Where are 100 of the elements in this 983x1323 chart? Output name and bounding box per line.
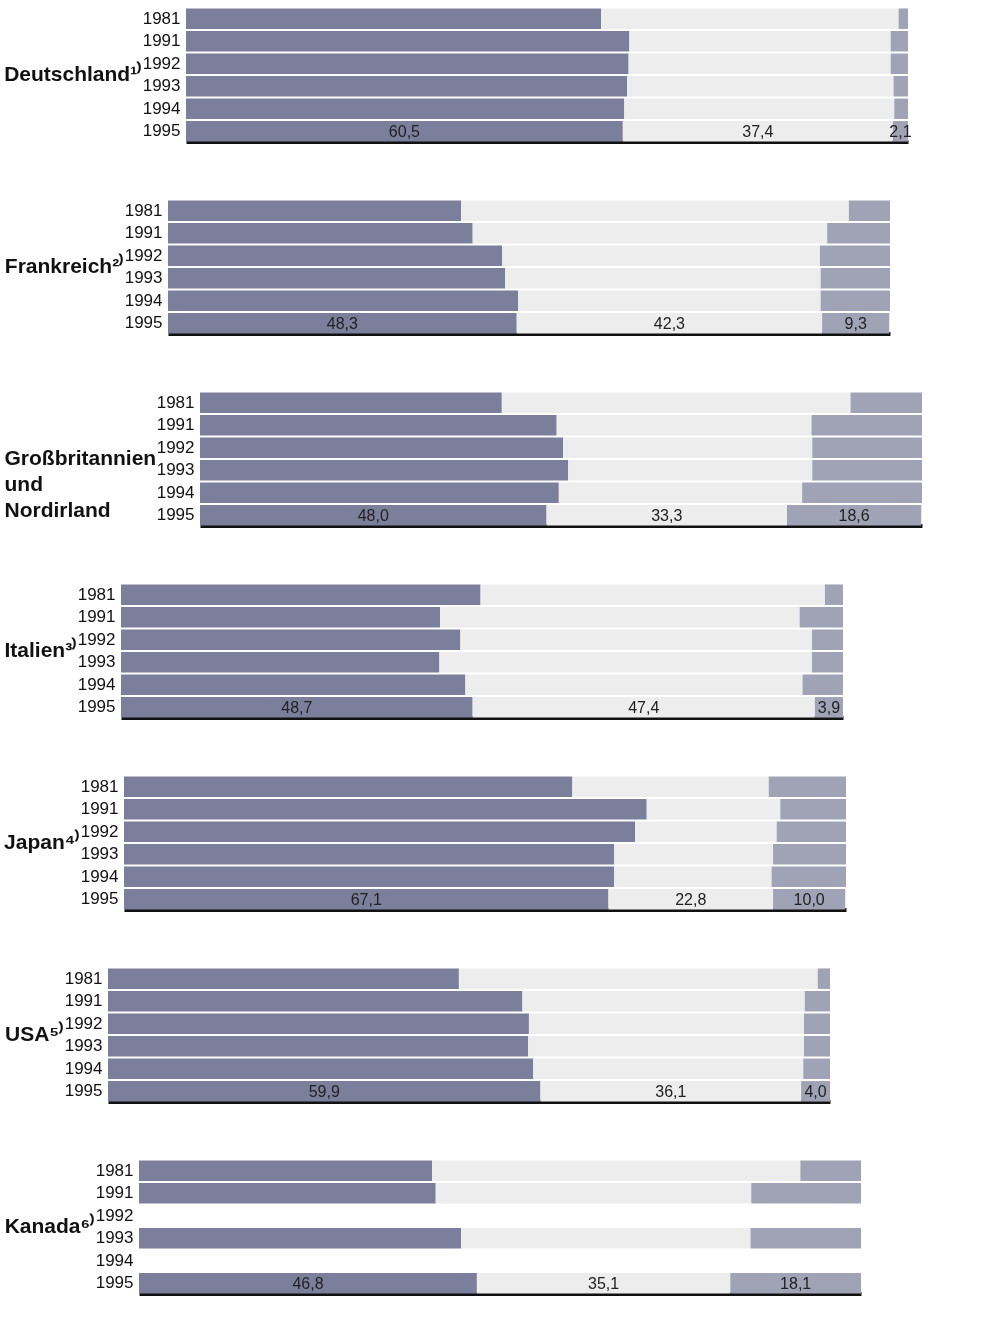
bar (533, 1058, 804, 1080)
bar (124, 821, 636, 842)
y-tick-label: 1991 (80, 799, 119, 819)
bar (472, 222, 828, 244)
bar (608, 889, 774, 910)
bar (780, 798, 846, 820)
bar (200, 437, 564, 458)
y-tick-label: 1994 (124, 290, 163, 310)
bar (108, 1058, 534, 1080)
y-tick-label: 1993 (142, 76, 181, 96)
bar (628, 53, 891, 74)
bar (108, 1013, 529, 1034)
bar (890, 30, 908, 52)
text: Italien³⁾ (4, 637, 78, 661)
text: Frankreich²⁾ (4, 253, 125, 277)
bar (646, 798, 781, 820)
bar (820, 290, 890, 312)
bar (768, 776, 846, 797)
bar (501, 392, 851, 413)
data-label: 48,7 (281, 699, 313, 717)
y-tick-label: 1992 (95, 1205, 134, 1225)
bar (563, 437, 813, 458)
bar (121, 652, 440, 673)
y-tick-label: 1993 (124, 268, 163, 288)
y-tick-label: 1995 (142, 121, 181, 141)
bar (730, 1273, 861, 1294)
bar (528, 1013, 805, 1034)
data-label: 35,1 (588, 1275, 620, 1293)
bar (480, 584, 825, 605)
data-label: 46,8 (292, 1275, 324, 1293)
data-label: 60,5 (388, 123, 421, 141)
bar (186, 8, 602, 29)
y-tick-label: 1993 (80, 844, 119, 864)
data-label: 33,3 (651, 507, 683, 525)
y-tick-label: 1995 (77, 697, 116, 717)
y-tick-label: 1995 (124, 313, 163, 333)
data-label: 18,1 (780, 1275, 812, 1293)
bar (773, 889, 846, 910)
y-tick-label: 1992 (64, 1013, 103, 1033)
text: Großbritannien und Nordirland (4, 446, 157, 521)
bar (894, 98, 908, 120)
data-label: 67,1 (350, 891, 382, 909)
y-tick-label: 1993 (77, 652, 116, 672)
y-tick-label: 1995 (80, 889, 119, 909)
text: USA⁵⁾ (4, 1021, 65, 1045)
y-tick-label: 1994 (80, 866, 119, 886)
bar (460, 629, 812, 650)
bar (773, 844, 846, 865)
y-tick-label: 1995 (95, 1273, 134, 1293)
bar (812, 437, 922, 458)
bar (893, 76, 908, 97)
bar (522, 990, 805, 1012)
bar (458, 968, 818, 989)
bar (802, 674, 843, 696)
bar (124, 776, 573, 797)
bar (168, 200, 462, 221)
bar (121, 606, 441, 628)
y-tick-label: 1991 (124, 223, 163, 243)
bar (461, 200, 849, 221)
bar (811, 629, 843, 650)
bar (627, 76, 894, 97)
bar (168, 268, 506, 289)
bar (121, 674, 466, 696)
bar (799, 606, 843, 628)
y-tick-label: 1995 (64, 1081, 103, 1101)
bar (786, 505, 922, 526)
y-tick-label: 1981 (142, 8, 181, 28)
y-tick-label: 1993 (156, 460, 195, 480)
bar (817, 968, 830, 989)
bar (811, 652, 843, 673)
y-tick-label: 1991 (64, 991, 103, 1011)
bar (505, 268, 821, 289)
bar (820, 268, 890, 289)
y-tick-label: 1992 (142, 53, 181, 73)
bar (186, 30, 630, 52)
bar (624, 98, 895, 120)
bar (108, 1036, 529, 1057)
bar (108, 968, 459, 989)
bar (518, 290, 821, 312)
y-tick-label: 1994 (95, 1250, 134, 1270)
data-label: 18,6 (838, 507, 870, 525)
data-label: 9,3 (844, 315, 867, 333)
data-label: 3,9 (817, 699, 841, 717)
bar (750, 1228, 861, 1249)
y-tick-label: 1981 (80, 776, 119, 796)
y-tick-label: 1993 (64, 1036, 103, 1056)
bar (804, 990, 830, 1012)
bar (139, 1182, 436, 1204)
y-tick-label: 1992 (77, 629, 116, 649)
y-tick-label: 1992 (80, 821, 119, 841)
y-tick-label: 1981 (77, 584, 116, 604)
bar (200, 414, 557, 436)
bar (898, 8, 908, 29)
y-tick-label: 1994 (64, 1058, 103, 1078)
bar (890, 53, 908, 74)
bar (827, 222, 890, 244)
bar (804, 1013, 830, 1034)
bar (572, 776, 769, 797)
bar (502, 245, 820, 266)
data-label: 22,8 (675, 891, 707, 909)
